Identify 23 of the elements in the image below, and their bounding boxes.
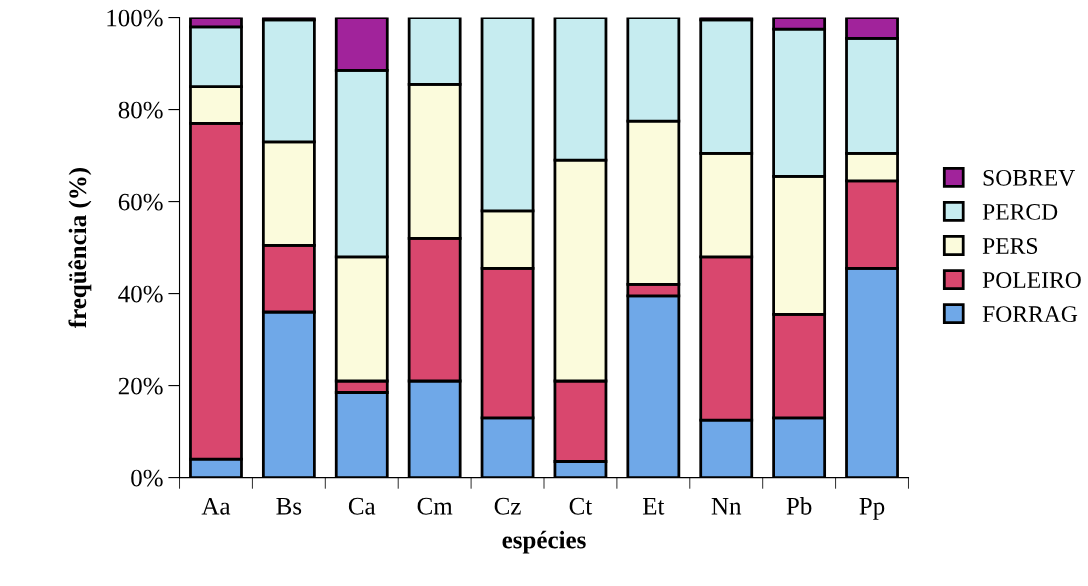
x-tick-label: Aa bbox=[201, 497, 231, 515]
x-tick-label: Ca bbox=[348, 497, 376, 515]
x-tick-label: Nn bbox=[711, 498, 742, 515]
x-tick-label: Cz bbox=[494, 497, 521, 515]
y-tick-label: 20% bbox=[118, 377, 163, 395]
x-tick-label: Ct bbox=[569, 497, 593, 515]
x-tick-label: Pb bbox=[786, 497, 812, 515]
legend-label: PERS bbox=[982, 238, 1038, 254]
x-axis-title: espécies bbox=[502, 530, 586, 554]
legend-label: SOBREV bbox=[983, 169, 1075, 186]
y-tick-label: 80% bbox=[118, 101, 163, 119]
y-tick-label: 60% bbox=[118, 193, 163, 211]
y-tick-label: 100% bbox=[107, 9, 163, 27]
legend-label: PERCD bbox=[982, 203, 1058, 220]
y-tick-label: 40% bbox=[118, 285, 163, 303]
legend-label: POLEIRO bbox=[982, 272, 1081, 288]
y-tick-label: 0% bbox=[131, 469, 163, 487]
x-tick-label: Pp bbox=[859, 498, 885, 520]
legend-label: FORRAG bbox=[982, 306, 1078, 323]
x-tick-label: Bs bbox=[276, 498, 302, 515]
x-tick-label: Et bbox=[642, 498, 665, 515]
y-axis-title: freqüência (%) bbox=[68, 168, 92, 329]
x-tick-label: Cm bbox=[417, 497, 453, 515]
